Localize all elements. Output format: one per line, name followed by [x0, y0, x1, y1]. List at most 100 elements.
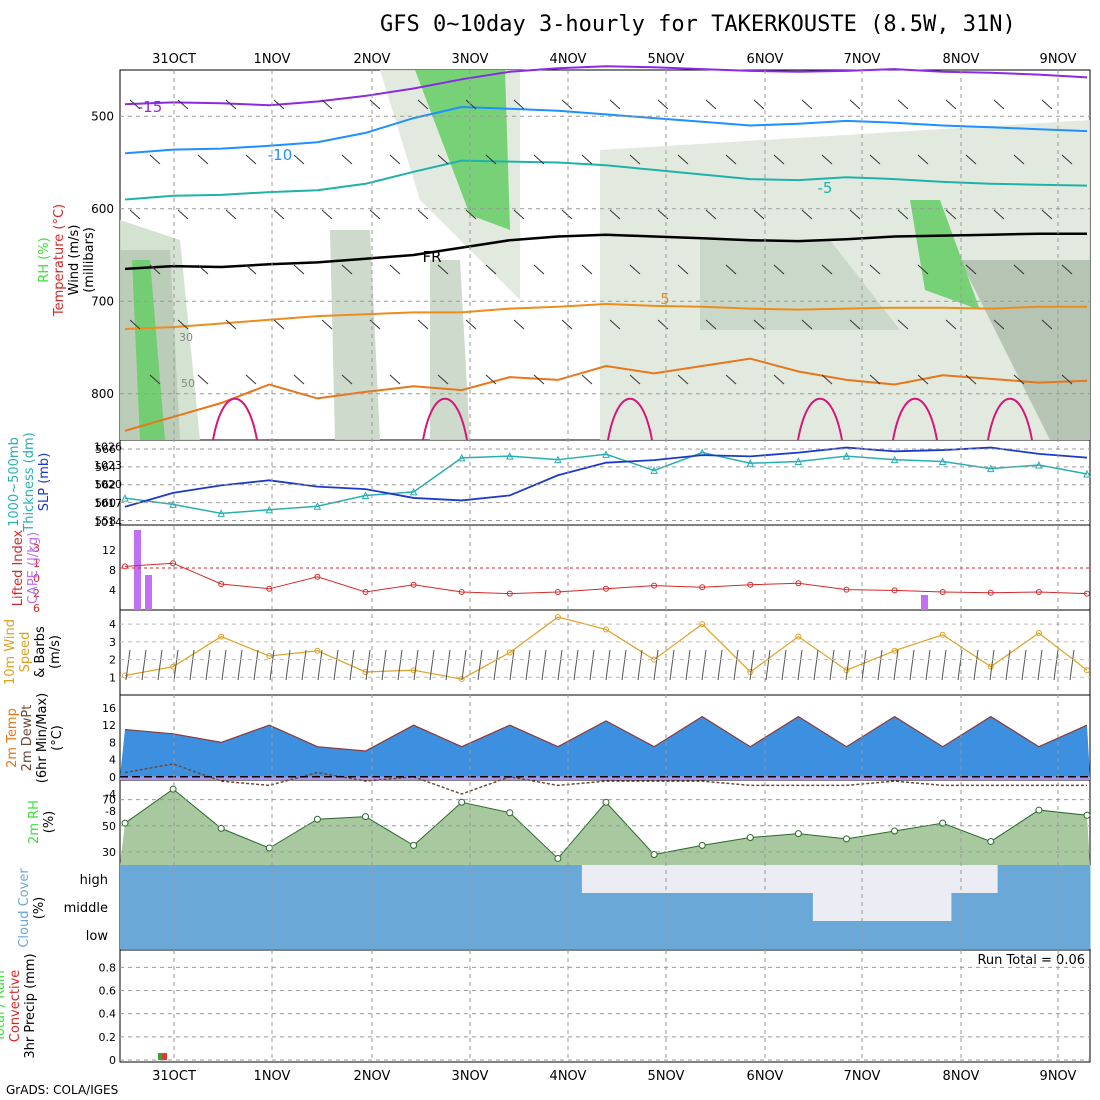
- thickness-point: [602, 450, 610, 458]
- upper-wind-barb: [945, 99, 957, 110]
- upper-wind-barb: [245, 374, 257, 385]
- upper-wind-barb: [561, 99, 573, 110]
- temp-axis-label: (°C): [50, 725, 65, 751]
- upper-wind-barb: [849, 209, 861, 220]
- wind-speed-point: [458, 676, 465, 683]
- surface-wind-barb: [781, 649, 787, 681]
- cloud-cell: [166, 865, 213, 893]
- thickness-point: [938, 457, 947, 465]
- cloud-level-label: middle: [64, 901, 108, 916]
- cape-bar: [921, 595, 928, 610]
- upper-wind-barb: [1061, 374, 1073, 385]
- upper-wind-barb: [849, 99, 861, 110]
- precip-axis-label: Convective: [8, 970, 23, 1043]
- day-label-bottom: 5NOV: [648, 1069, 685, 1084]
- day-label-bottom: 7NOV: [844, 1069, 881, 1084]
- isotherm-2: [124, 105, 1088, 155]
- upper-wind-barb: [341, 154, 353, 165]
- upper-wind-barb: [437, 154, 449, 165]
- lifted-index-point: [314, 573, 321, 580]
- upper-wind-barb: [849, 319, 861, 330]
- upper-wind-barb: [293, 264, 305, 275]
- cloud-axis-label: (%): [32, 897, 47, 920]
- upper-wind-barb: [993, 319, 1005, 330]
- cloud-cell: [674, 921, 721, 949]
- cloud-cell: [535, 893, 583, 921]
- surface-wind-barb: [413, 649, 419, 681]
- lifted-index-point: [122, 563, 128, 570]
- upper-wind-barb: [801, 319, 813, 330]
- thickness-ytick-label: 564: [95, 461, 116, 474]
- upper-wind-barb: [1041, 99, 1053, 110]
- upper-wind-barb: [321, 319, 333, 330]
- warm-isotherm-3: [797, 397, 843, 441]
- surface-wind-barb: [461, 649, 467, 681]
- upper-wind-barb: [369, 99, 381, 110]
- cloud-cell: [443, 865, 491, 893]
- wind-speed-point: [506, 649, 513, 656]
- rh-shading-9: [330, 230, 380, 440]
- upper-wind-barb: [705, 319, 717, 330]
- surface-wind-barb: [909, 649, 915, 681]
- wind-speed-line: [124, 616, 1088, 680]
- precip-ytick-label: 0.8: [99, 961, 117, 974]
- surface-wind-barb: [989, 649, 995, 681]
- wind-axis-label: Speed: [18, 632, 33, 673]
- upper-wind-barb: [225, 319, 237, 330]
- surface-wind-barb: [333, 649, 339, 681]
- rh-point: [698, 841, 706, 849]
- upper-wind-barb: [149, 154, 161, 165]
- upper-wind-barb: [177, 319, 189, 330]
- temp-axis-label: (6hr Min/Max): [35, 693, 50, 783]
- cloud-cell: [443, 921, 491, 949]
- wind-speed-point: [891, 647, 898, 654]
- upper-wind-barb: [1061, 264, 1073, 275]
- surface-wind-barb: [893, 649, 899, 681]
- slp-series-line: [124, 446, 1088, 508]
- warm-isotherm-2: [607, 397, 653, 441]
- day-label-bottom: 3NOV: [452, 1069, 489, 1084]
- upper-wind-barb: [773, 264, 785, 275]
- wind-ytick-label: 4: [109, 618, 116, 631]
- day-label-top: 1NOV: [254, 52, 291, 67]
- upper-wind-barb: [917, 154, 929, 165]
- slp-ytick-label: 1026: [94, 440, 122, 453]
- cloud-cell: [258, 921, 306, 949]
- upper-ytick-label: 500: [91, 109, 114, 123]
- lifted-ytick-label: 2: [33, 587, 40, 600]
- surface-wind-barb: [813, 649, 819, 681]
- cloud-axis-label: Cloud Cover: [17, 868, 32, 948]
- temp-ytick-label: -4: [105, 788, 116, 801]
- rh-point: [121, 819, 129, 827]
- temp-axis-label: 2m Temp: [5, 708, 20, 768]
- upper-wind-barb: [149, 264, 161, 275]
- lifted-ytick-label: -3: [29, 542, 40, 555]
- warm-isotherm-5: [987, 397, 1033, 441]
- upper-wind-barb: [801, 209, 813, 220]
- surface-wind-barb: [221, 649, 227, 681]
- cloud-cell: [812, 865, 860, 893]
- cloud-cell: [766, 921, 814, 949]
- lifted-index-point: [1084, 590, 1090, 597]
- thickness-point: [746, 459, 755, 467]
- upper-wind-barb: [225, 209, 237, 220]
- upper-wind-barb: [753, 209, 765, 220]
- temp-cold-band: [120, 776, 1090, 780]
- lifted-ytick-label: -1: [29, 557, 40, 570]
- slp-ytick-label: 1017: [94, 497, 122, 510]
- precip-axis-label: 3hr Precip (mm): [23, 953, 38, 1058]
- cloud-cell: [905, 921, 952, 949]
- thickness-ytick-label: 566: [95, 443, 116, 456]
- cloud-cell: [212, 921, 260, 949]
- surface-wind-barb: [797, 649, 803, 681]
- surface-wind-barb: [621, 649, 627, 681]
- cloud-cell: [304, 865, 352, 893]
- cloud-cell: [581, 865, 629, 893]
- cloud-cell: [258, 893, 306, 921]
- isotherm-5: [124, 302, 1087, 330]
- surface-wind-barb: [557, 649, 563, 681]
- rh-point: [1083, 811, 1091, 819]
- thickness-point: [842, 451, 851, 460]
- lifted-index-point: [795, 580, 802, 587]
- rh-point: [362, 813, 369, 821]
